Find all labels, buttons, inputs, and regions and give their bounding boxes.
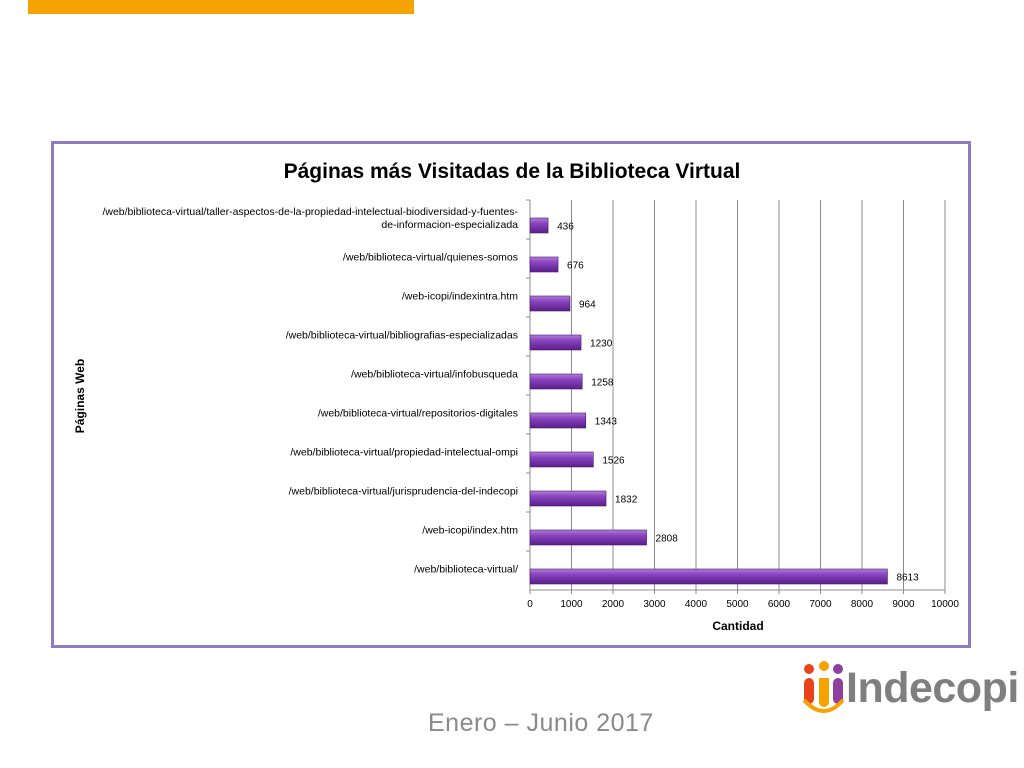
y-axis-title: Páginas Web [73,359,87,433]
category-label-line: /web/biblioteca-virtual/jurisprudencia-d… [289,486,518,498]
value-label: 1343 [595,417,618,428]
category-label-line: /web/biblioteca-virtual/infobusqueda [351,369,518,381]
x-tick-label: 1000 [560,599,583,610]
category-label-line: de-informacion-especializada [381,219,518,231]
value-labels: 436 676 964 1230 1258 1343 1526 1832 2808 8613 [557,222,919,584]
x-tick-label: 8000 [851,599,874,610]
value-label: 1832 [615,495,638,506]
category-label: /web/biblioteca-virtual/repositorios-dig… [318,408,518,420]
bar [529,529,647,546]
category-label: /web/biblioteca-virtual/infobusqueda [351,369,518,381]
category-label: /web-icopi/index.htm [422,525,518,537]
category-label-line: /web/biblioteca-virtual/bibliografias-es… [286,330,518,342]
category-label-line: /web-icopi/indexintra.htm [402,291,518,303]
category-labels: /web/biblioteca-virtual/taller-aspectos-… [102,206,518,576]
bar [529,217,549,234]
category-label: /web/biblioteca-virtual/bibliografias-es… [286,330,518,342]
bar [529,412,587,429]
axes [526,199,946,594]
category-label: /web/biblioteca-virtual/taller-aspectos-… [102,206,518,231]
value-label: 1258 [591,378,614,389]
indecopi-logo-text: Indecopi [846,664,1019,712]
x-tick-label: 5000 [726,599,749,610]
x-tick-label: 7000 [809,599,832,610]
x-axis-title: Cantidad [712,619,763,633]
bar [529,256,559,273]
x-tick-labels: 0 1000 2000 3000 4000 5000 6000 7000 8000 9000 100… [527,599,959,610]
x-tick-label: 6000 [768,599,791,610]
value-label: 436 [557,222,574,233]
category-label-line: /web/biblioteca-virtual/propiedad-intele… [290,447,518,459]
bar [529,295,571,312]
value-label: 1526 [602,456,625,467]
x-tick-label: 4000 [685,599,708,610]
category-label: /web/biblioteca-virtual/ [414,564,518,576]
bar-chart: Páginas más Visitadas de la Biblioteca V… [73,160,959,633]
gridlines [529,200,946,590]
chart-frame: Páginas más Visitadas de la Biblioteca V… [51,141,971,648]
value-label: 8613 [896,573,919,584]
value-label: 676 [567,261,584,272]
bar [529,373,583,390]
category-label-line: /web/biblioteca-virtual/quienes-somos [343,252,518,264]
category-label: /web/biblioteca-virtual/quienes-somos [343,252,518,264]
x-tick-label: 2000 [602,599,625,610]
x-tick-label: 0 [527,599,533,610]
category-label-line: /web-icopi/index.htm [422,525,518,537]
category-label: /web-icopi/indexintra.htm [402,291,518,303]
category-label-line: /web/biblioteca-virtual/taller-aspectos-… [102,206,518,218]
bars [529,217,888,585]
top-accent-bar [28,0,414,14]
bar [529,451,594,468]
x-tick-label: 9000 [892,599,915,610]
chart-title: Páginas más Visitadas de la Biblioteca V… [284,160,741,183]
value-label: 964 [579,300,596,311]
category-label: /web/biblioteca-virtual/propiedad-intele… [290,447,518,459]
bar [529,334,582,351]
value-label: 1230 [590,339,613,350]
bar [529,568,888,585]
date-range-caption: Enero – Junio 2017 [428,709,654,737]
value-label: 2808 [656,534,679,545]
indecopi-logo: Indecopi [800,660,1019,720]
category-label: /web/biblioteca-virtual/jurisprudencia-d… [289,486,518,498]
category-label-line: /web/biblioteca-virtual/ [414,564,518,576]
x-tick-label: 3000 [643,599,666,610]
bar [529,490,607,507]
x-tick-label: 10000 [931,599,959,610]
indecopi-logo-mark-icon [802,661,845,713]
category-label-line: /web/biblioteca-virtual/repositorios-dig… [318,408,518,420]
